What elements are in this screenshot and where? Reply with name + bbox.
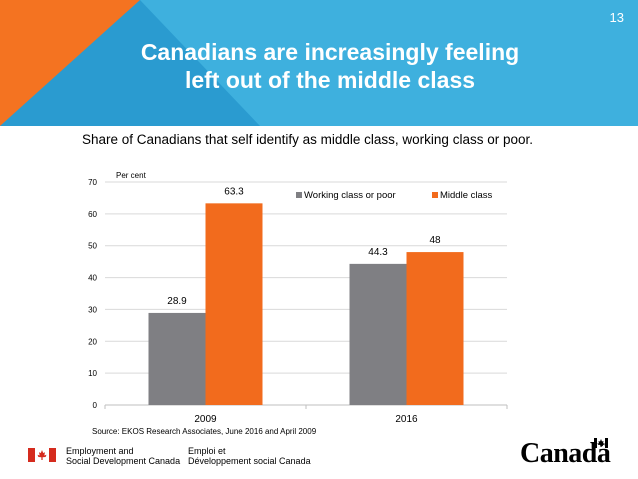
department-en-line1: Employment and: [66, 446, 134, 456]
department-signature: Employment and Social Development Canada…: [28, 444, 348, 474]
wordmark-flag-icon: [594, 438, 608, 448]
bar-chart: 0 10 20 30 40 50 60 70 Per cent 28.9 63.3 2009 44.3 4…: [88, 171, 508, 425]
slide-title: Canadians are increasingly feeling left …: [70, 38, 590, 94]
bar: [406, 252, 464, 405]
department-name-fr: Emploi et Développement social Canada: [188, 446, 311, 466]
y-tick-label: 50: [88, 242, 97, 251]
data-label: 44.3: [368, 247, 388, 258]
slide-number: 13: [609, 10, 624, 25]
legend-swatch: [296, 192, 302, 198]
chart-subtitle: Share of Canadians that self identify as…: [82, 132, 533, 147]
slide-title-line2: left out of the middle class: [184, 67, 476, 93]
source-note: Source: EKOS Research Associates, June 2…: [92, 427, 317, 436]
legend-label: Working class or poor: [304, 190, 396, 201]
data-label: 28.9: [167, 296, 187, 307]
y-tick-label: 60: [88, 210, 97, 219]
data-label: 63.3: [224, 186, 244, 197]
canada-flag-icon: [28, 448, 56, 462]
y-tick-label: 70: [88, 178, 97, 187]
x-tick-label: 2009: [194, 414, 217, 425]
y-tick-label: 20: [88, 337, 97, 346]
header-background: [0, 0, 638, 126]
bar: [349, 263, 407, 405]
department-fr-line2: Développement social Canada: [188, 456, 311, 466]
slide-title-line1: Canadians are increasingly feeling: [140, 39, 520, 65]
bar: [148, 312, 206, 405]
y-tick-label: 10: [88, 369, 97, 378]
department-en-line2: Social Development Canada: [66, 456, 181, 466]
x-tick-label: 2016: [395, 414, 418, 425]
header-orange-wedge: [0, 0, 140, 126]
department-name-en: Employment and Social Development Canada: [66, 446, 180, 466]
slide-header: 13 Canadians are increasingly feeling le…: [0, 0, 638, 126]
department-fr-line1: Emploi et: [188, 446, 226, 456]
y-axis-label: Per cent: [116, 171, 147, 180]
y-tick-label: 0: [93, 401, 98, 410]
y-tick-label: 40: [88, 274, 97, 283]
data-label: 48: [429, 235, 441, 246]
bar: [205, 203, 263, 405]
legend-swatch: [432, 192, 438, 198]
y-tick-label: 30: [88, 305, 97, 314]
legend-label: Middle class: [440, 190, 493, 201]
